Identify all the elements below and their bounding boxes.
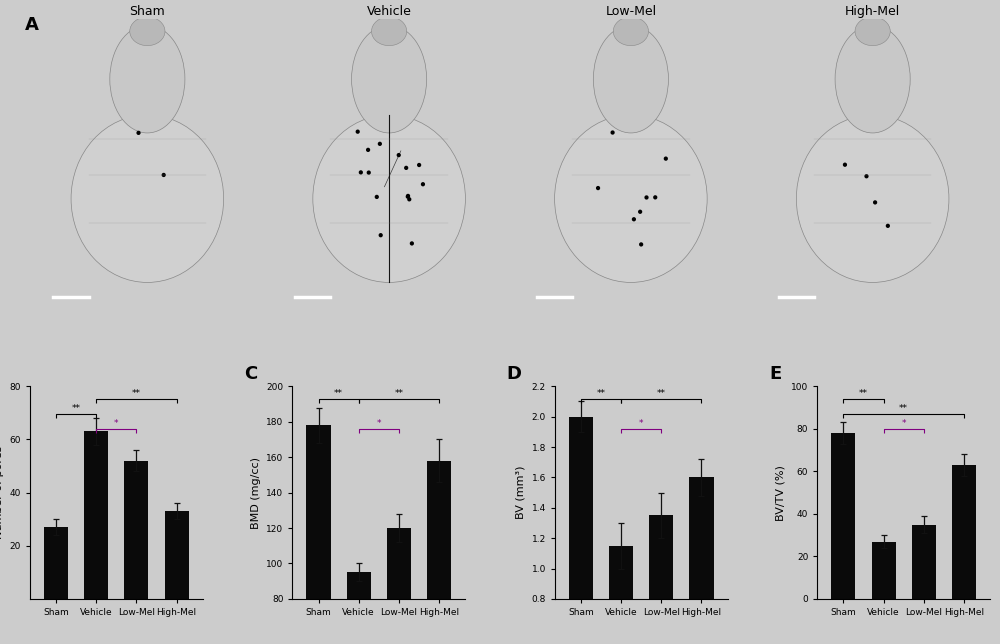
Text: **: ** [899,404,908,413]
Bar [831,433,855,599]
Title: Vehicle: Vehicle [367,5,412,18]
Ellipse shape [613,17,648,46]
Text: *: * [377,419,381,428]
Bar [569,417,593,644]
Ellipse shape [313,115,465,283]
Text: **: ** [72,404,81,413]
Ellipse shape [130,17,165,46]
Ellipse shape [610,130,615,135]
Bar [347,573,371,644]
Ellipse shape [555,115,707,283]
Ellipse shape [406,194,410,198]
Ellipse shape [664,156,668,161]
Ellipse shape [632,217,636,222]
Ellipse shape [421,182,425,186]
Bar [427,460,451,644]
Bar [609,545,633,644]
Text: *: * [901,419,906,428]
Text: **: ** [334,389,343,398]
Ellipse shape [417,163,421,167]
Y-axis label: BMD (mg/cc): BMD (mg/cc) [251,457,261,529]
Text: A: A [25,16,39,34]
Y-axis label: BV (mm³): BV (mm³) [516,466,526,519]
Text: *: * [114,419,119,428]
Bar [387,528,411,644]
Ellipse shape [639,242,643,247]
Text: **: ** [859,389,868,398]
Ellipse shape [873,200,877,205]
Ellipse shape [378,142,382,146]
Ellipse shape [404,166,408,170]
Ellipse shape [835,25,910,133]
Ellipse shape [653,195,657,200]
Bar [689,477,714,644]
Text: **: ** [132,389,141,398]
Ellipse shape [359,170,363,175]
Ellipse shape [110,25,185,133]
Ellipse shape [796,115,949,283]
Ellipse shape [397,153,401,157]
Title: Sham: Sham [129,5,165,18]
Bar [44,527,68,599]
Ellipse shape [162,173,166,177]
Text: C: C [244,365,257,383]
Ellipse shape [843,162,847,167]
Ellipse shape [352,25,427,133]
Y-axis label: Number of pores: Number of pores [0,446,4,539]
Bar [649,515,673,644]
Ellipse shape [410,242,414,245]
Ellipse shape [638,209,642,214]
Bar [306,425,331,644]
Ellipse shape [379,233,383,238]
Ellipse shape [644,195,649,200]
Text: *: * [639,419,643,428]
Text: **: ** [657,389,666,398]
Text: E: E [769,365,781,383]
Bar [872,542,896,599]
Ellipse shape [406,194,410,199]
Ellipse shape [366,147,370,152]
Bar [84,431,108,599]
Ellipse shape [367,171,371,175]
Ellipse shape [372,17,407,46]
Ellipse shape [375,194,379,199]
Ellipse shape [864,174,869,178]
Text: **: ** [597,389,606,398]
Ellipse shape [407,197,411,202]
Bar [165,511,189,599]
Text: D: D [507,365,522,383]
Bar [952,465,976,599]
Ellipse shape [855,17,890,46]
Ellipse shape [886,223,890,228]
Ellipse shape [71,115,224,283]
Title: High-Mel: High-Mel [845,5,900,18]
Text: **: ** [394,389,403,398]
Ellipse shape [596,186,600,190]
Bar [912,524,936,599]
Title: Low-Mel: Low-Mel [605,5,656,18]
Ellipse shape [356,129,360,134]
Ellipse shape [136,131,141,135]
Bar [124,460,148,599]
Y-axis label: BV/TV (%): BV/TV (%) [776,465,786,520]
Ellipse shape [593,25,668,133]
